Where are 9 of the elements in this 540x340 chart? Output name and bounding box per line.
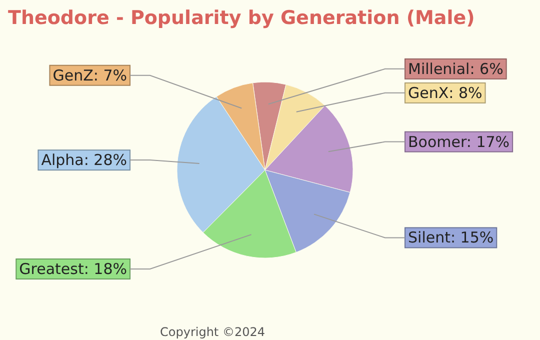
slice-label: Boomer: 17%	[408, 132, 510, 151]
slice-label: GenX: 8%	[408, 84, 482, 102]
slice-label: GenZ: 7%	[52, 66, 127, 84]
slice-label: Alpha: 28%	[41, 151, 127, 170]
chart-title: Theodore - Popularity by Generation (Male)	[8, 7, 475, 29]
slice-label: Silent: 15%	[408, 228, 494, 247]
slice-label: Greatest: 18%	[19, 260, 127, 278]
slice-label: Millenial: 6%	[408, 60, 504, 78]
text: Copyright ©2024	[160, 325, 265, 339]
